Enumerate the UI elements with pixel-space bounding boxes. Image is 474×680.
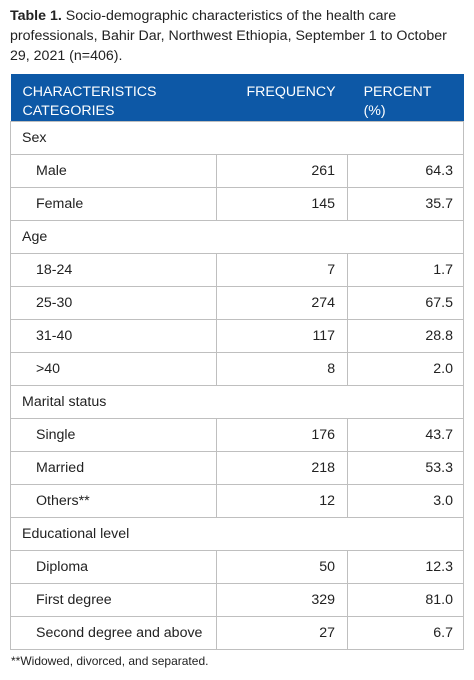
frequency-cell: 12 xyxy=(215,484,349,518)
table-footnote: **Widowed, divorced, and separated. xyxy=(11,654,209,668)
table-row: Second degree and above 27 6.7 xyxy=(10,616,464,650)
category-cell: Male xyxy=(10,154,217,188)
frequency-cell: 329 xyxy=(215,583,349,617)
table-row: >40 8 2.0 xyxy=(10,352,464,386)
percent-cell: 1.7 xyxy=(347,253,464,287)
category-cell: 18-24 xyxy=(10,253,217,287)
table-row: 18-24 7 1.7 xyxy=(10,253,464,287)
table-row: Male 261 64.3 xyxy=(10,154,464,188)
table-row: First degree 329 81.0 xyxy=(10,583,464,617)
percent-cell: 43.7 xyxy=(347,418,464,452)
header-percent: PERCENT (%) xyxy=(363,84,432,119)
percent-cell: 67.5 xyxy=(347,286,464,320)
percent-cell: 6.7 xyxy=(347,616,464,650)
percent-cell: 81.0 xyxy=(347,583,464,617)
percent-cell: 2.0 xyxy=(347,352,464,386)
category-cell: 31-40 xyxy=(10,319,217,353)
table-body: Sex Male 261 64.3 Female 145 35.7 Age 18-24 7 1.7 2… xyxy=(10,121,464,650)
category-cell: Married xyxy=(10,451,217,485)
frequency-cell: 261 xyxy=(215,154,349,188)
table-header-row: CHARACTERISTICS CATEGORIES FREQUENCY PER… xyxy=(10,74,464,122)
category-label: Marital status xyxy=(10,385,464,419)
frequency-cell: 145 xyxy=(215,187,349,221)
frequency-cell: 176 xyxy=(215,418,349,452)
category-cell: Diploma xyxy=(10,550,217,584)
header-characteristics: CHARACTERISTICS CATEGORIES xyxy=(22,84,157,119)
category-cell: 25-30 xyxy=(10,286,217,320)
percent-cell: 35.7 xyxy=(347,187,464,221)
percent-cell: 28.8 xyxy=(347,319,464,353)
category-label: Sex xyxy=(10,121,464,155)
frequency-cell: 7 xyxy=(215,253,349,287)
category-row: Educational level xyxy=(10,517,464,551)
frequency-cell: 117 xyxy=(215,319,349,353)
category-cell: Female xyxy=(10,187,217,221)
table-row: Single 176 43.7 xyxy=(10,418,464,452)
table-row: 31-40 117 28.8 xyxy=(10,319,464,353)
table-row: Diploma 50 12.3 xyxy=(10,550,464,584)
category-label: Educational level xyxy=(10,517,464,551)
category-row: Marital status xyxy=(10,385,464,419)
header-frequency: FREQUENCY xyxy=(246,84,336,100)
frequency-cell: 50 xyxy=(215,550,349,584)
percent-cell: 3.0 xyxy=(347,484,464,518)
percent-cell: 12.3 xyxy=(347,550,464,584)
demographics-table: CHARACTERISTICS CATEGORIES FREQUENCY PER… xyxy=(10,74,464,650)
category-cell: Single xyxy=(10,418,217,452)
category-cell: Others** xyxy=(10,484,217,518)
frequency-cell: 274 xyxy=(215,286,349,320)
category-row: Age xyxy=(10,220,464,254)
frequency-cell: 218 xyxy=(215,451,349,485)
category-cell: >40 xyxy=(10,352,217,386)
table-row: Others** 12 3.0 xyxy=(10,484,464,518)
frequency-cell: 8 xyxy=(215,352,349,386)
percent-cell: 64.3 xyxy=(347,154,464,188)
table-caption: Table 1. Socio-demographic characteristi… xyxy=(10,6,460,66)
table-caption-text: Socio-demographic characteristics of the… xyxy=(10,8,447,64)
category-cell: Second degree and above xyxy=(10,616,217,650)
table-caption-label: Table 1. xyxy=(10,8,62,24)
table-row: Female 145 35.7 xyxy=(10,187,464,221)
frequency-cell: 27 xyxy=(215,616,349,650)
category-label: Age xyxy=(10,220,464,254)
percent-cell: 53.3 xyxy=(347,451,464,485)
category-cell: First degree xyxy=(10,583,217,617)
category-row: Sex xyxy=(10,121,464,155)
table-row: 25-30 274 67.5 xyxy=(10,286,464,320)
table-row: Married 218 53.3 xyxy=(10,451,464,485)
